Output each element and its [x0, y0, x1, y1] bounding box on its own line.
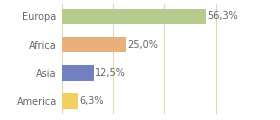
Text: 25,0%: 25,0% [127, 40, 158, 50]
Bar [62, 93, 78, 109]
Bar [62, 9, 206, 24]
Text: 56,3%: 56,3% [207, 11, 238, 21]
Bar [62, 65, 94, 81]
Text: 6,3%: 6,3% [79, 96, 104, 106]
Text: 12,5%: 12,5% [95, 68, 126, 78]
Bar [62, 37, 126, 52]
